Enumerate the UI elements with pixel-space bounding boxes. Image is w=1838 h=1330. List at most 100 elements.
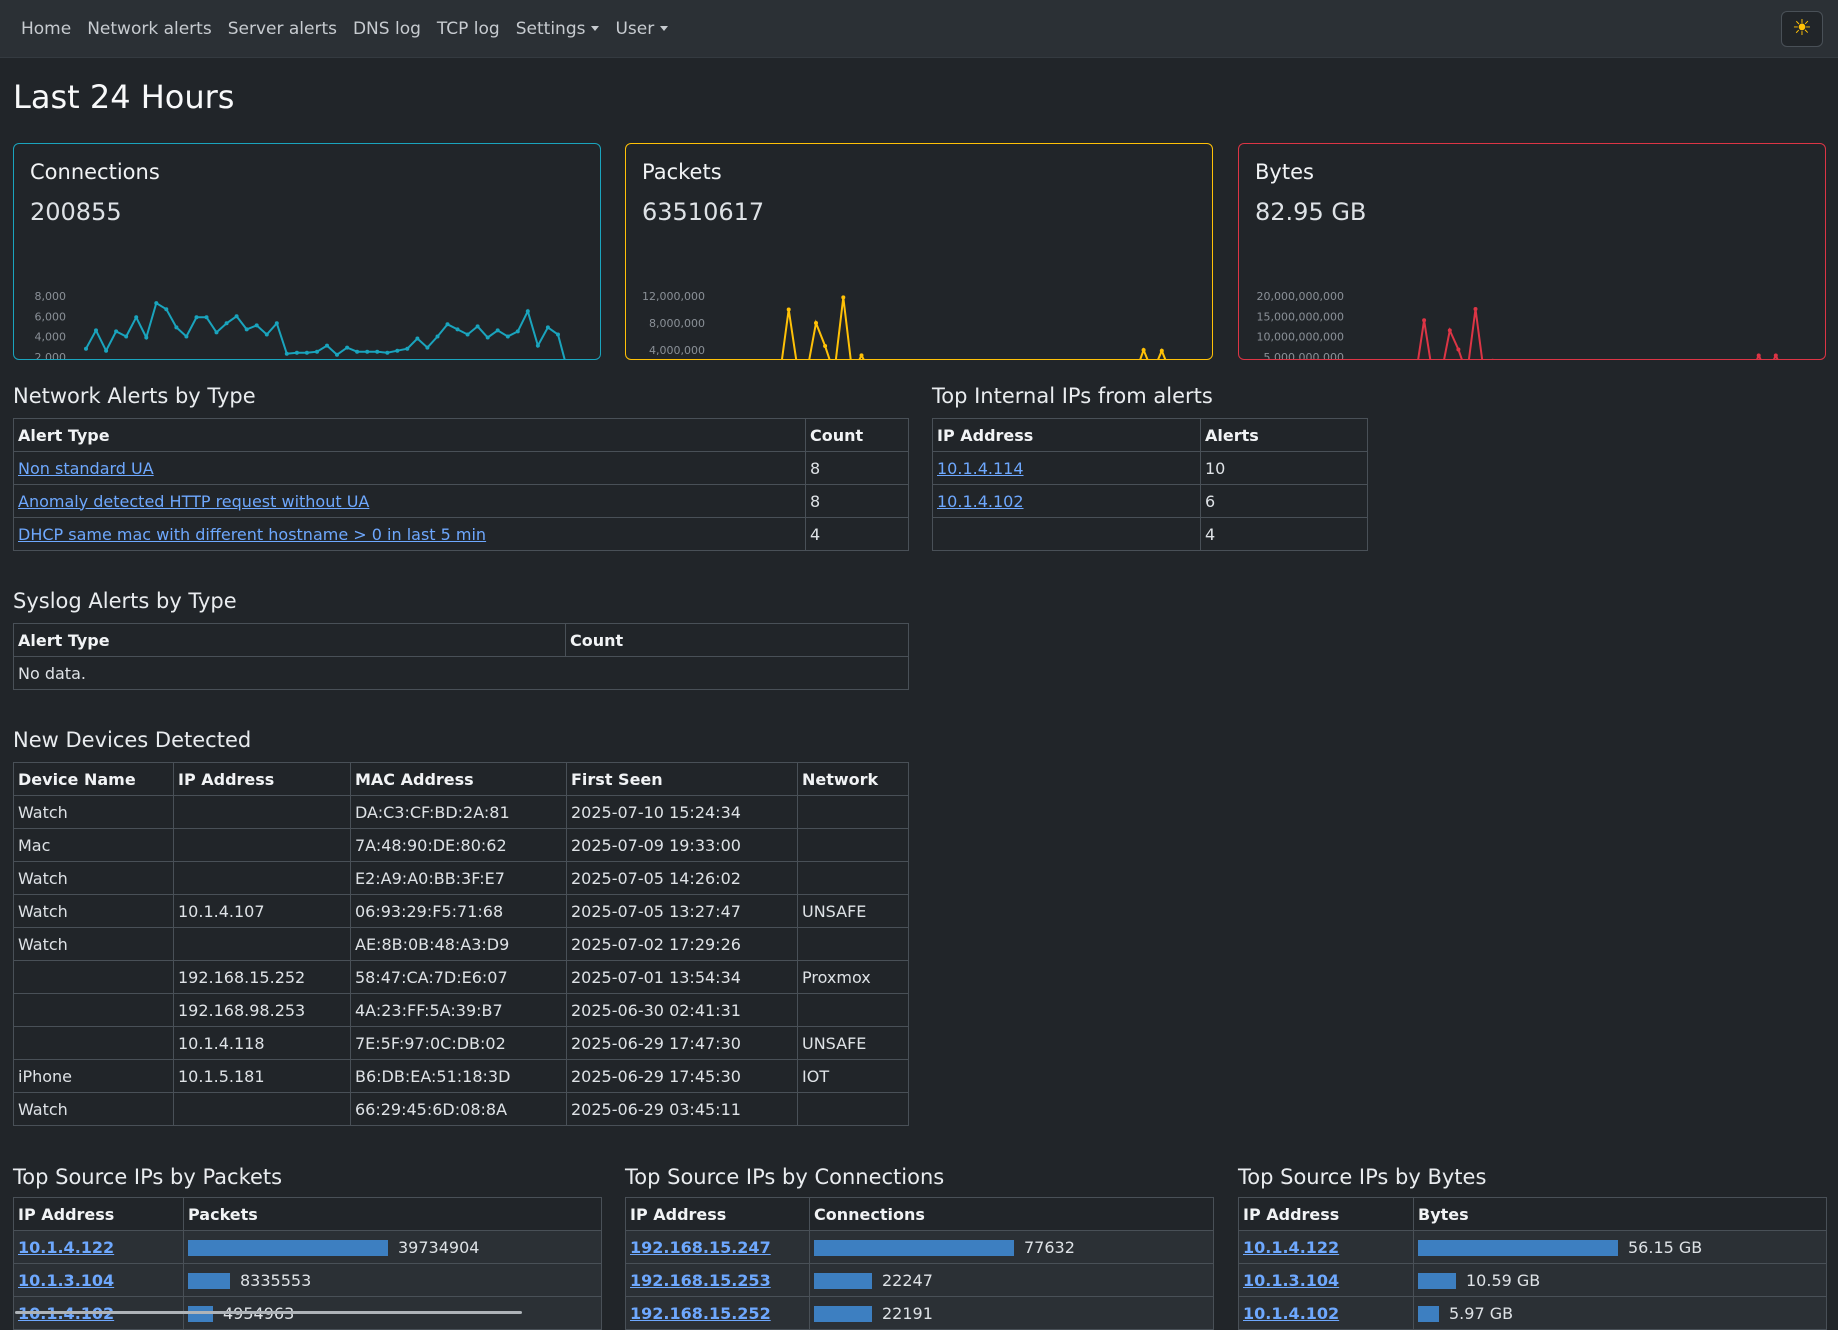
column-header: IP Address <box>626 1198 810 1231</box>
ip-link[interactable]: 192.168.15.247 <box>630 1238 771 1257</box>
data-point <box>295 351 299 355</box>
series-line <box>86 303 568 359</box>
value-bar <box>1418 1273 1456 1289</box>
nav-server-alerts[interactable]: Server alerts <box>220 19 345 39</box>
network-alerts-title: Network Alerts by Type <box>13 384 256 408</box>
data-point <box>546 325 550 329</box>
data-point <box>365 350 369 354</box>
ip-link[interactable]: 192.168.15.253 <box>630 1271 771 1290</box>
nav-dns-log[interactable]: DNS log <box>345 19 429 39</box>
data-point <box>415 337 419 341</box>
device-first-seen: 2025-07-09 19:33:00 <box>567 829 798 862</box>
alert-type-link[interactable]: Anomaly detected HTTP request without UA <box>18 492 369 511</box>
column-header: Count <box>806 419 909 452</box>
data-point <box>516 329 520 333</box>
ip-link[interactable]: 10.1.4.114 <box>937 459 1024 478</box>
device-first-seen: 2025-06-30 02:41:31 <box>567 994 798 1027</box>
nav-settings-dropdown[interactable]: Settings <box>508 19 608 39</box>
device-first-seen: 2025-07-01 13:54:34 <box>567 961 798 994</box>
data-point <box>114 329 118 333</box>
data-point <box>215 330 219 334</box>
table-header-row: IP Address Alerts <box>933 419 1368 452</box>
card-title: Packets <box>642 160 722 184</box>
value-label: 22191 <box>882 1304 933 1323</box>
data-point <box>195 315 199 319</box>
device-ip: 10.1.4.118 <box>174 1027 351 1060</box>
y-tick-label: 8,000,000 <box>649 317 705 330</box>
data-point <box>355 350 359 354</box>
column-header: Alert Type <box>14 624 566 657</box>
device-first-seen: 2025-07-05 14:26:02 <box>567 862 798 895</box>
data-point <box>335 353 339 357</box>
column-header: MAC Address <box>351 763 567 796</box>
data-point <box>124 335 128 339</box>
value-bar <box>814 1306 872 1322</box>
table-header-row: IP Address Bytes <box>1239 1198 1827 1231</box>
horizontal-scrollbar[interactable] <box>15 1311 522 1314</box>
column-header: IP Address <box>14 1198 184 1231</box>
column-header: Alerts <box>1201 419 1368 452</box>
table-row: Anomaly detected HTTP request without UA… <box>14 485 909 518</box>
y-tick-label: 8,000 <box>35 290 67 303</box>
ip-link[interactable]: 10.1.4.102 <box>1243 1304 1339 1323</box>
data-point <box>134 315 138 319</box>
new-devices-title: New Devices Detected <box>13 728 251 752</box>
device-ip <box>174 829 351 862</box>
data-point <box>446 322 450 326</box>
theme-toggle-button[interactable]: ☀ <box>1781 11 1823 47</box>
device-name <box>14 994 174 1027</box>
nav-tcp-log[interactable]: TCP log <box>429 19 508 39</box>
device-first-seen: 2025-06-29 17:45:30 <box>567 1060 798 1093</box>
data-point <box>104 349 108 353</box>
column-header: Packets <box>184 1198 602 1231</box>
data-point <box>526 309 530 313</box>
data-point <box>94 328 98 332</box>
ip-link[interactable]: 10.1.3.104 <box>18 1271 114 1290</box>
column-header: First Seen <box>567 763 798 796</box>
data-point <box>486 336 490 340</box>
device-ip: 192.168.98.253 <box>174 994 351 1027</box>
table-row: 10.1.4.122 39734904 <box>14 1231 602 1264</box>
y-tick-label: 10,000,000,000 <box>1257 331 1344 344</box>
value-bar <box>1418 1240 1618 1256</box>
y-tick-label: 12,000,000 <box>642 290 705 303</box>
ip-link[interactable]: 10.1.4.102 <box>937 492 1024 511</box>
nav-network-alerts[interactable]: Network alerts <box>79 19 220 39</box>
navbar: Home Network alerts Server alerts DNS lo… <box>0 0 1838 58</box>
top-internal-ips-title: Top Internal IPs from alerts <box>932 384 1213 408</box>
device-name: Mac <box>14 829 174 862</box>
table-row: 10.1.4.114 10 <box>933 452 1368 485</box>
table-row: 10.1.4.102 5.97 GB <box>1239 1297 1827 1330</box>
value-label: 10.59 GB <box>1466 1271 1540 1290</box>
data-point <box>84 347 88 351</box>
data-point <box>184 335 188 339</box>
device-network <box>798 796 909 829</box>
data-point <box>245 327 249 331</box>
y-tick-label: 20,000,000,000 <box>1257 290 1344 303</box>
data-point <box>1774 354 1778 358</box>
ip-link[interactable]: 10.1.4.122 <box>18 1238 114 1257</box>
data-point <box>1448 328 1452 332</box>
chevron-down-icon <box>660 26 668 31</box>
alert-type-link[interactable]: Non standard UA <box>18 459 154 478</box>
ip-link[interactable]: 10.1.3.104 <box>1243 1271 1339 1290</box>
value-label: 5.97 GB <box>1449 1304 1513 1323</box>
nav-user-dropdown[interactable]: User <box>607 19 676 39</box>
data-point <box>315 350 319 354</box>
alert-type-link[interactable]: DHCP same mac with different hostname > … <box>18 525 486 544</box>
ip-link[interactable]: 10.1.4.122 <box>1243 1238 1339 1257</box>
device-name: Watch <box>14 895 174 928</box>
value-label: 39734904 <box>398 1238 479 1257</box>
data-point <box>225 321 229 325</box>
nav-home[interactable]: Home <box>13 19 79 39</box>
y-tick-label: 6,000 <box>35 310 67 323</box>
alert-count: 8 <box>806 452 909 485</box>
column-header: Count <box>566 624 909 657</box>
ip-link[interactable]: 192.168.15.252 <box>630 1304 771 1323</box>
